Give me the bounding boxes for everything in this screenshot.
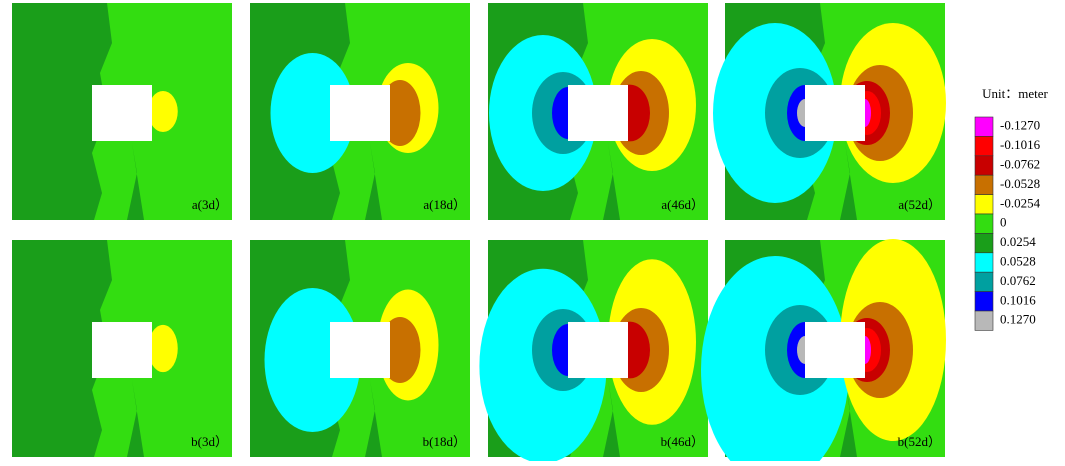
panel-label: a(46d） — [661, 197, 704, 212]
dark-zone — [127, 143, 144, 220]
panel-label: b(46d） — [661, 434, 704, 449]
panel-label: b(3d） — [191, 434, 228, 449]
legend-label: -0.1270 — [1000, 118, 1040, 133]
legend-label: 0.1270 — [1000, 312, 1036, 327]
panel-label: a(3d） — [192, 197, 228, 212]
legend-label: -0.0254 — [1000, 195, 1041, 210]
legend-swatch — [974, 116, 994, 137]
legend-swatch — [974, 194, 994, 215]
panel: b(3d） — [12, 240, 232, 457]
dark-zone — [12, 240, 112, 457]
legend-label: 0.0528 — [1000, 253, 1036, 268]
panel: b(46d） — [479, 240, 708, 464]
panel-label: b(52d） — [898, 434, 941, 449]
dark-zone — [603, 143, 620, 220]
dark-zone — [840, 143, 857, 220]
panel-label: a(52d） — [898, 197, 941, 212]
legend-swatch — [974, 291, 994, 312]
dark-zone — [127, 380, 144, 457]
opening — [330, 322, 390, 378]
opening — [92, 85, 152, 141]
legend-label: 0.1016 — [1000, 292, 1036, 307]
panel: b(18d） — [250, 240, 470, 457]
legend-swatch — [974, 310, 994, 331]
dark-zone — [365, 380, 382, 457]
zone — [148, 324, 178, 373]
legend-swatch — [974, 233, 994, 254]
dark-zone — [12, 3, 112, 220]
opening — [330, 85, 390, 141]
panel: a(3d） — [12, 3, 232, 220]
legend-swatch — [974, 271, 994, 292]
panel: b(52d） — [701, 239, 946, 466]
opening — [568, 85, 628, 141]
legend-swatch — [974, 213, 994, 234]
panel: a(46d） — [488, 3, 708, 220]
legend-label: 0.0762 — [1000, 273, 1036, 288]
dark-zone — [365, 143, 382, 220]
panel-label: b(18d） — [423, 434, 466, 449]
legend-label: -0.0762 — [1000, 156, 1040, 171]
opening — [805, 85, 865, 141]
dark-zone — [840, 380, 857, 457]
dark-zone — [603, 380, 620, 457]
opening — [805, 322, 865, 378]
legend-label: 0 — [1000, 215, 1007, 230]
opening — [92, 322, 152, 378]
zone — [148, 91, 178, 132]
zone — [270, 53, 355, 173]
panel-label: a(18d） — [423, 197, 466, 212]
panel: a(52d） — [713, 3, 946, 220]
legend-label: -0.1016 — [1000, 137, 1041, 152]
legend-label: -0.0528 — [1000, 176, 1040, 191]
legend-swatch — [974, 136, 994, 157]
legend-swatch — [974, 252, 994, 273]
panel: a(18d） — [250, 3, 470, 220]
opening — [568, 322, 628, 378]
legend-label: 0.0254 — [1000, 234, 1036, 249]
legend-swatch — [974, 155, 994, 176]
legend-title: Unit：meter — [982, 86, 1048, 101]
legend-swatch — [974, 174, 994, 195]
